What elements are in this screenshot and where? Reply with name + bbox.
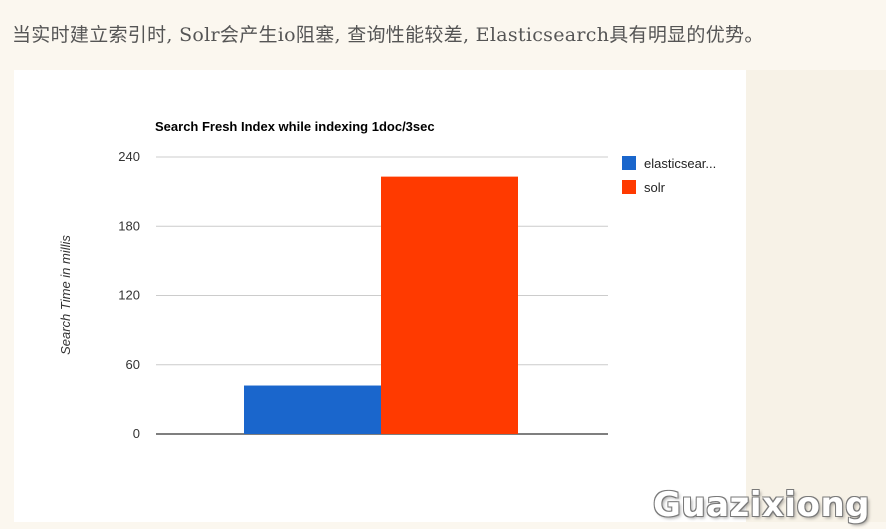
chart-title: Search Fresh Index while indexing 1doc/3…	[155, 119, 435, 134]
legend-swatch	[622, 156, 636, 170]
legend-swatch	[622, 180, 636, 194]
legend-label[interactable]: solr	[644, 180, 666, 195]
y-tick-label: 0	[133, 426, 140, 441]
page-heading: 当实时建立索引时, Solr会产生io阻塞, 查询性能较差, Elasticse…	[12, 24, 764, 46]
chart-panel: Search Fresh Index while indexing 1doc/3…	[14, 70, 746, 522]
legend-label[interactable]: elasticsear...	[644, 156, 716, 171]
watermark: Guazixiong	[653, 485, 870, 525]
bars	[244, 176, 518, 434]
bar-elasticsear[interactable]	[244, 385, 381, 434]
y-tick-label: 60	[126, 357, 140, 372]
right-margin	[746, 70, 886, 522]
legend: elasticsear... solr	[622, 156, 716, 195]
chart: Search Fresh Index while indexing 1doc/3…	[58, 119, 716, 441]
y-tick-label: 240	[118, 149, 140, 164]
y-tick-label: 180	[118, 218, 140, 233]
y-tick-labels: 0 60 120 180 240	[118, 149, 140, 441]
y-axis-label: Search Time in millis	[58, 235, 73, 355]
bar-solr[interactable]	[381, 176, 518, 434]
y-tick-label: 120	[118, 288, 140, 303]
